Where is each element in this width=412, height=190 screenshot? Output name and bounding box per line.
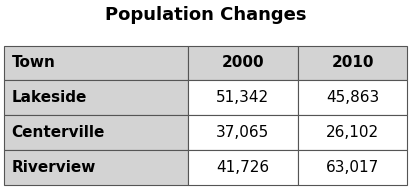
Text: 2010: 2010 — [331, 55, 374, 70]
Text: 41,726: 41,726 — [216, 160, 269, 175]
Text: Population Changes: Population Changes — [105, 6, 307, 24]
Text: 45,863: 45,863 — [326, 90, 379, 105]
Text: 51,342: 51,342 — [216, 90, 269, 105]
Text: 2000: 2000 — [221, 55, 264, 70]
Text: Riverview: Riverview — [12, 160, 96, 175]
Text: 63,017: 63,017 — [326, 160, 379, 175]
Text: 26,102: 26,102 — [326, 125, 379, 140]
Text: Lakeside: Lakeside — [12, 90, 87, 105]
Text: Town: Town — [12, 55, 55, 70]
Text: 37,065: 37,065 — [216, 125, 269, 140]
Text: Centerville: Centerville — [12, 125, 105, 140]
